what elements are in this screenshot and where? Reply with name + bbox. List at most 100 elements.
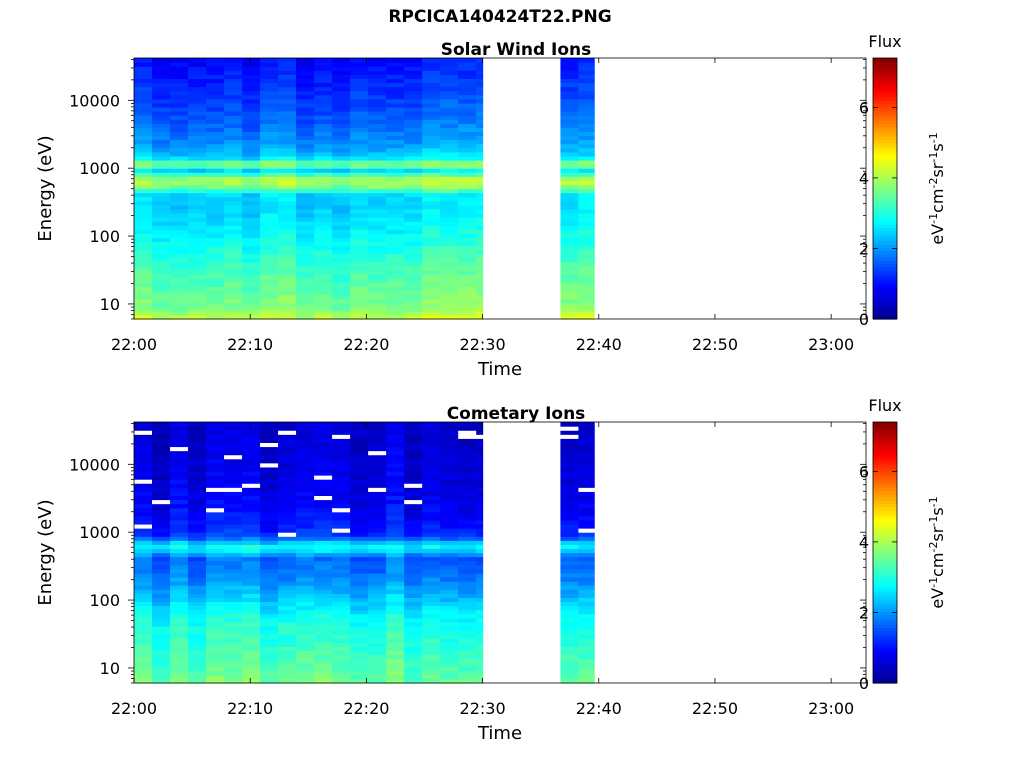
heatmap-cell xyxy=(332,605,351,611)
heatmap-cell xyxy=(404,208,423,214)
heatmap-cell xyxy=(458,613,477,619)
heatmap-cell xyxy=(332,519,351,525)
y-tick-label: 10000 xyxy=(69,455,120,474)
heatmap-cell xyxy=(368,605,387,611)
colorbar-segment xyxy=(873,305,897,310)
heatmap-cell xyxy=(578,650,595,656)
heatmap-cell xyxy=(386,609,405,615)
heatmap-cell xyxy=(476,274,484,279)
heatmap-cell xyxy=(350,302,369,308)
heatmap-cell xyxy=(188,548,207,554)
heatmap-cell xyxy=(224,310,243,316)
heatmap-cell xyxy=(188,176,207,181)
heatmap-cell xyxy=(350,621,369,627)
heatmap-cell xyxy=(458,499,477,505)
heatmap-cell xyxy=(440,589,459,594)
heatmap-cell xyxy=(560,422,580,427)
heatmap-cell xyxy=(278,454,297,460)
heatmap-cell xyxy=(476,458,484,464)
heatmap-cell xyxy=(152,499,171,505)
heatmap-cell xyxy=(224,662,243,668)
heatmap-cell xyxy=(134,430,153,435)
heatmap-cell xyxy=(170,475,189,480)
heatmap-cell xyxy=(440,172,459,177)
heatmap-cell xyxy=(260,90,279,96)
heatmap-cell xyxy=(368,666,387,672)
heatmap-cell xyxy=(350,585,369,590)
heatmap-cell xyxy=(170,458,189,464)
heatmap-cell xyxy=(260,650,279,656)
heatmap-cell xyxy=(560,168,580,173)
heatmap-cell xyxy=(242,532,261,537)
heatmap-cell xyxy=(188,249,207,255)
heatmap-cell xyxy=(206,159,225,165)
heatmap-cell xyxy=(350,515,369,521)
heatmap-cell xyxy=(422,245,441,251)
heatmap-cell xyxy=(332,310,351,316)
colorbar-segment xyxy=(873,283,897,287)
heatmap-cell xyxy=(560,192,580,198)
heatmap-cell xyxy=(440,597,459,603)
heatmap-cell xyxy=(458,560,477,566)
heatmap-cell xyxy=(458,147,477,153)
heatmap-cell xyxy=(206,94,225,100)
heatmap-cell xyxy=(332,208,351,214)
heatmap-cell xyxy=(404,552,423,558)
heatmap-cell xyxy=(578,135,595,141)
heatmap-cell xyxy=(578,274,595,279)
heatmap-cell xyxy=(224,306,243,312)
heatmap-cell xyxy=(422,151,441,157)
heatmap-cell xyxy=(404,609,423,615)
heatmap-cell xyxy=(404,650,423,656)
heatmap-cell xyxy=(332,654,351,660)
heatmap-cell xyxy=(314,556,333,562)
heatmap-cell xyxy=(404,662,423,668)
heatmap-cell xyxy=(152,446,171,452)
heatmap-cell xyxy=(458,593,477,598)
heatmap-cell xyxy=(404,576,423,582)
heatmap-cell xyxy=(242,261,261,267)
heatmap-cell xyxy=(296,581,315,586)
heatmap-cell xyxy=(476,127,484,133)
heatmap-cell xyxy=(332,483,351,488)
heatmap-cell xyxy=(134,135,153,141)
heatmap-cell xyxy=(476,650,484,656)
heatmap-cell xyxy=(260,168,279,173)
heatmap-cell xyxy=(206,495,225,501)
heatmap-cell xyxy=(386,139,405,145)
x-tick-label: 22:30 xyxy=(460,699,506,718)
heatmap-cell xyxy=(206,581,225,586)
heatmap-cell xyxy=(278,249,297,255)
heatmap-cell xyxy=(368,642,387,647)
heatmap-cell xyxy=(440,106,459,112)
heatmap-cell xyxy=(242,422,261,427)
heatmap-cell xyxy=(242,597,261,603)
heatmap-cell xyxy=(278,164,297,169)
heatmap-cell xyxy=(278,470,297,476)
heatmap-cell xyxy=(350,208,369,214)
colorbar-frame xyxy=(872,421,898,684)
heatmap-cell xyxy=(296,70,315,75)
heatmap-cell xyxy=(404,119,423,124)
heatmap-cell xyxy=(332,556,351,562)
heatmap-cell xyxy=(332,282,351,287)
heatmap-cell xyxy=(458,548,477,554)
heatmap-cell xyxy=(476,106,484,112)
heatmap-cell xyxy=(152,536,171,541)
heatmap-cell xyxy=(440,646,459,651)
heatmap-cell xyxy=(296,466,315,472)
heatmap-cell xyxy=(350,196,369,202)
heatmap-cell xyxy=(224,294,243,300)
heatmap-cell xyxy=(260,102,279,108)
heatmap-cell xyxy=(260,127,279,133)
heatmap-cell xyxy=(188,204,207,210)
heatmap-cell xyxy=(350,314,369,320)
heatmap-cell xyxy=(578,241,595,247)
heatmap-cell xyxy=(476,168,484,173)
heatmap-cell xyxy=(422,528,441,533)
heatmap-cell xyxy=(404,519,423,525)
colorbar-segment xyxy=(873,74,897,79)
colorbar-segment xyxy=(873,276,897,281)
heatmap-cell xyxy=(458,556,477,562)
heatmap-cell xyxy=(170,666,189,672)
